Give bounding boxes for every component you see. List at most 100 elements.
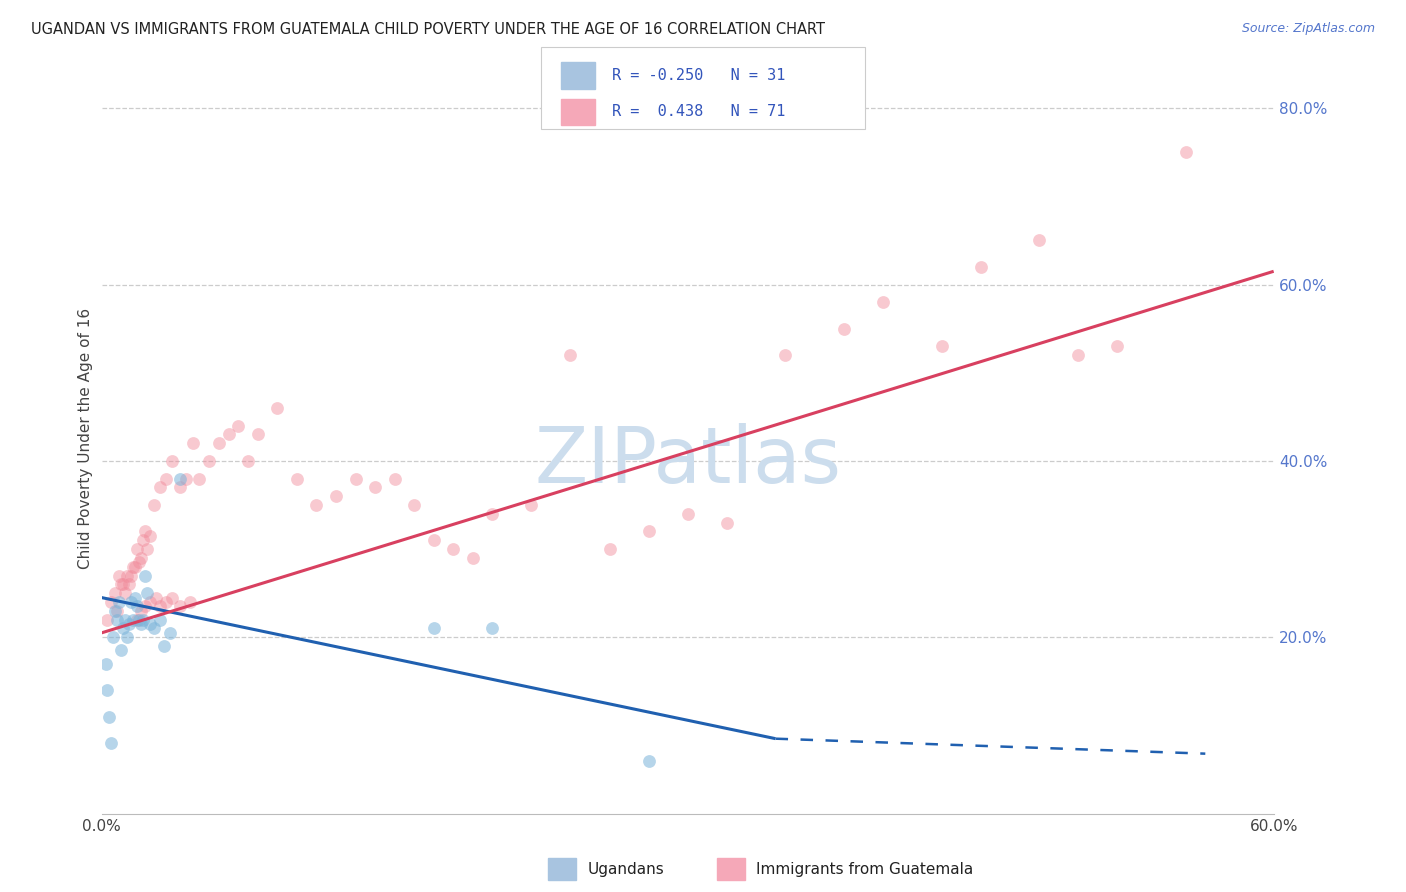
Text: Immigrants from Guatemala: Immigrants from Guatemala	[756, 862, 974, 877]
Point	[422, 533, 444, 548]
Point	[134, 524, 156, 539]
Point	[96, 683, 118, 698]
Point	[143, 498, 166, 512]
Point	[228, 418, 250, 433]
Point	[520, 498, 543, 512]
Point	[153, 639, 176, 653]
Point	[481, 622, 503, 636]
Point	[135, 542, 157, 557]
Point	[125, 613, 148, 627]
Point	[110, 577, 132, 591]
Point	[128, 555, 150, 569]
Point	[139, 617, 162, 632]
Point	[159, 625, 181, 640]
Point	[481, 507, 503, 521]
Point	[637, 524, 659, 539]
Point	[143, 622, 166, 636]
Point	[112, 622, 135, 636]
Point	[188, 471, 211, 485]
Point	[364, 480, 387, 494]
Point	[325, 489, 347, 503]
Point	[155, 471, 177, 485]
Point	[134, 599, 156, 614]
Point	[120, 568, 142, 582]
Point	[775, 348, 797, 362]
Point	[266, 401, 288, 415]
Point	[246, 427, 269, 442]
Text: Ugandans: Ugandans	[588, 862, 665, 877]
Text: R = -0.250   N = 31: R = -0.250 N = 31	[612, 69, 785, 83]
Point	[832, 321, 855, 335]
Point	[872, 295, 894, 310]
Text: UGANDAN VS IMMIGRANTS FROM GUATEMALA CHILD POVERTY UNDER THE AGE OF 16 CORRELATI: UGANDAN VS IMMIGRANTS FROM GUATEMALA CHI…	[31, 22, 825, 37]
Point	[124, 559, 146, 574]
Point	[131, 533, 153, 548]
Point	[98, 709, 121, 723]
Point	[183, 436, 205, 450]
Point	[155, 595, 177, 609]
Point	[103, 630, 125, 644]
Point	[149, 480, 172, 494]
Point	[169, 471, 191, 485]
Point	[160, 591, 183, 605]
Point	[160, 454, 183, 468]
Point	[461, 550, 484, 565]
Point	[104, 586, 127, 600]
Point	[115, 630, 138, 644]
Point	[139, 529, 162, 543]
Point	[676, 507, 699, 521]
Point	[128, 613, 150, 627]
Point	[100, 595, 122, 609]
Point	[169, 480, 191, 494]
Point	[105, 604, 128, 618]
Point	[384, 471, 406, 485]
Point	[114, 586, 136, 600]
Point	[149, 599, 172, 614]
Point	[104, 604, 127, 618]
Point	[121, 559, 143, 574]
Point	[121, 613, 143, 627]
Point	[105, 613, 128, 627]
Point	[110, 643, 132, 657]
Text: ZIPatlas: ZIPatlas	[534, 424, 841, 500]
Point	[96, 613, 118, 627]
Point	[135, 586, 157, 600]
Point	[198, 454, 221, 468]
Point	[108, 568, 131, 582]
Point	[118, 617, 141, 632]
Point	[1107, 339, 1129, 353]
Point	[108, 595, 131, 609]
Point	[1067, 348, 1090, 362]
Point	[716, 516, 738, 530]
Point	[344, 471, 367, 485]
Point	[125, 599, 148, 614]
Point	[969, 260, 991, 274]
Point	[149, 613, 172, 627]
Point	[1174, 145, 1197, 160]
Point	[441, 542, 464, 557]
Point	[129, 604, 152, 618]
Point	[598, 542, 620, 557]
Point	[118, 577, 141, 591]
Point	[94, 657, 117, 671]
Point	[422, 622, 444, 636]
Point	[120, 595, 142, 609]
Point	[404, 498, 426, 512]
Point	[131, 613, 153, 627]
Point	[174, 471, 197, 485]
Point	[129, 550, 152, 565]
Point	[305, 498, 328, 512]
Point	[114, 613, 136, 627]
Point	[285, 471, 308, 485]
Point	[112, 577, 135, 591]
Point	[145, 591, 167, 605]
Point	[100, 736, 122, 750]
Point	[169, 599, 191, 614]
Y-axis label: Child Poverty Under the Age of 16: Child Poverty Under the Age of 16	[79, 309, 93, 569]
Point	[115, 568, 138, 582]
Point	[931, 339, 953, 353]
Point	[208, 436, 231, 450]
Point	[236, 454, 259, 468]
Point	[129, 617, 152, 632]
Text: R =  0.438   N = 71: R = 0.438 N = 71	[612, 104, 785, 120]
